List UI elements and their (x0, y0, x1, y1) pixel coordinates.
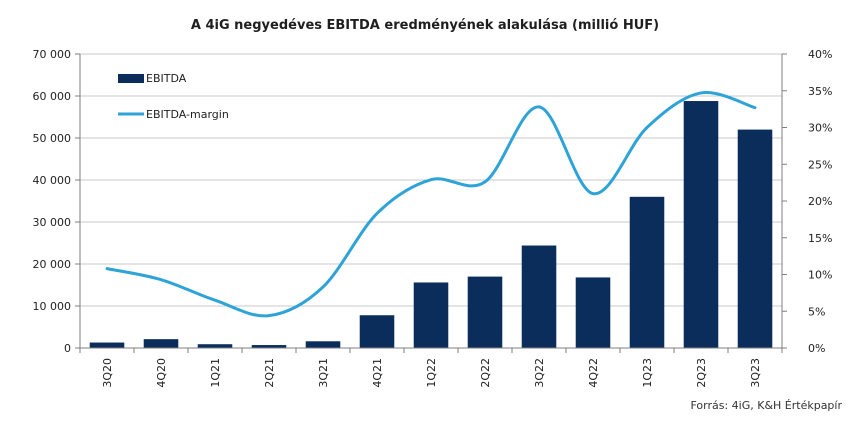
y-right-tick-label: 15% (808, 232, 832, 245)
ebitda-margin-line (105, 91, 757, 318)
axes: 0 10 000 20 000 30 000 40 000 50 000 60 000 70 … (33, 48, 833, 388)
y-left-tick-label: 50 000 (33, 132, 72, 145)
x-tick-label-3Q20: 3Q20 (101, 358, 114, 388)
x-tick-label-1Q22: 1Q22 (425, 358, 438, 388)
bar-3Q21 (305, 341, 341, 348)
y-right-tick-label: 0% (808, 342, 825, 355)
bar-3Q20 (89, 342, 125, 348)
y-left-tick-label: 30 000 (33, 216, 72, 229)
y-right-tick-label: 20% (808, 195, 832, 208)
source-note: Forrás: 4iG, K&H Értékpapír (690, 399, 842, 412)
x-tick-label-1Q21: 1Q21 (209, 358, 222, 388)
x-tick-label-2Q21: 2Q21 (263, 358, 276, 388)
y-left-tick-label: 10 000 (33, 300, 72, 313)
bar-4Q22 (575, 277, 611, 348)
gridlines (80, 53, 782, 307)
x-tick-label-4Q20: 4Q20 (155, 358, 168, 388)
x-tick-label-4Q22: 4Q22 (587, 358, 600, 388)
legend-swatch-ebitda (118, 74, 144, 83)
y-left-tick-label: 40 000 (33, 174, 72, 187)
legend: EBITDA EBITDA-margin (118, 72, 229, 121)
x-tick-label-2Q23: 2Q23 (695, 358, 708, 388)
margin-line-layer (105, 91, 757, 318)
bar-2Q21 (251, 345, 287, 348)
bar-3Q23 (737, 129, 773, 348)
bar-3Q22 (521, 245, 557, 348)
y-left-tick-label: 20 000 (33, 258, 72, 271)
x-tick-label-3Q22: 3Q22 (533, 358, 546, 388)
y-right-tick-label: 35% (808, 85, 832, 98)
bar-1Q21 (197, 344, 233, 348)
y-right-tick-label: 10% (808, 269, 832, 282)
bar-1Q22 (413, 282, 449, 348)
x-tick-label-3Q23: 3Q23 (749, 358, 762, 388)
y-right-tick-label: 40% (808, 48, 832, 61)
ebitda-bars (89, 101, 773, 348)
bar-4Q20 (143, 339, 179, 348)
legend-label-ebitda-margin: EBITDA-margin (146, 108, 229, 121)
y-right-tick-label: 5% (808, 305, 825, 318)
y-right-tick-label: 30% (808, 122, 832, 135)
bar-2Q23 (683, 101, 719, 348)
y-left-tick-label: 0 (64, 342, 71, 355)
y-right-tick-label: 25% (808, 158, 832, 171)
bar-2Q22 (467, 276, 503, 348)
bar-4Q21 (359, 315, 395, 348)
bar-1Q23 (629, 196, 665, 348)
y-left-tick-label: 70 000 (33, 48, 72, 61)
x-tick-label-3Q21: 3Q21 (317, 358, 330, 388)
chart-title: A 4iG negyedéves EBITDA eredményének ala… (191, 18, 659, 33)
x-tick-label-2Q22: 2Q22 (479, 358, 492, 388)
x-tick-label-1Q23: 1Q23 (641, 358, 654, 388)
y-left-tick-label: 60 000 (33, 90, 72, 103)
x-tick-label-4Q21: 4Q21 (371, 358, 384, 388)
legend-label-ebitda: EBITDA (146, 72, 187, 85)
